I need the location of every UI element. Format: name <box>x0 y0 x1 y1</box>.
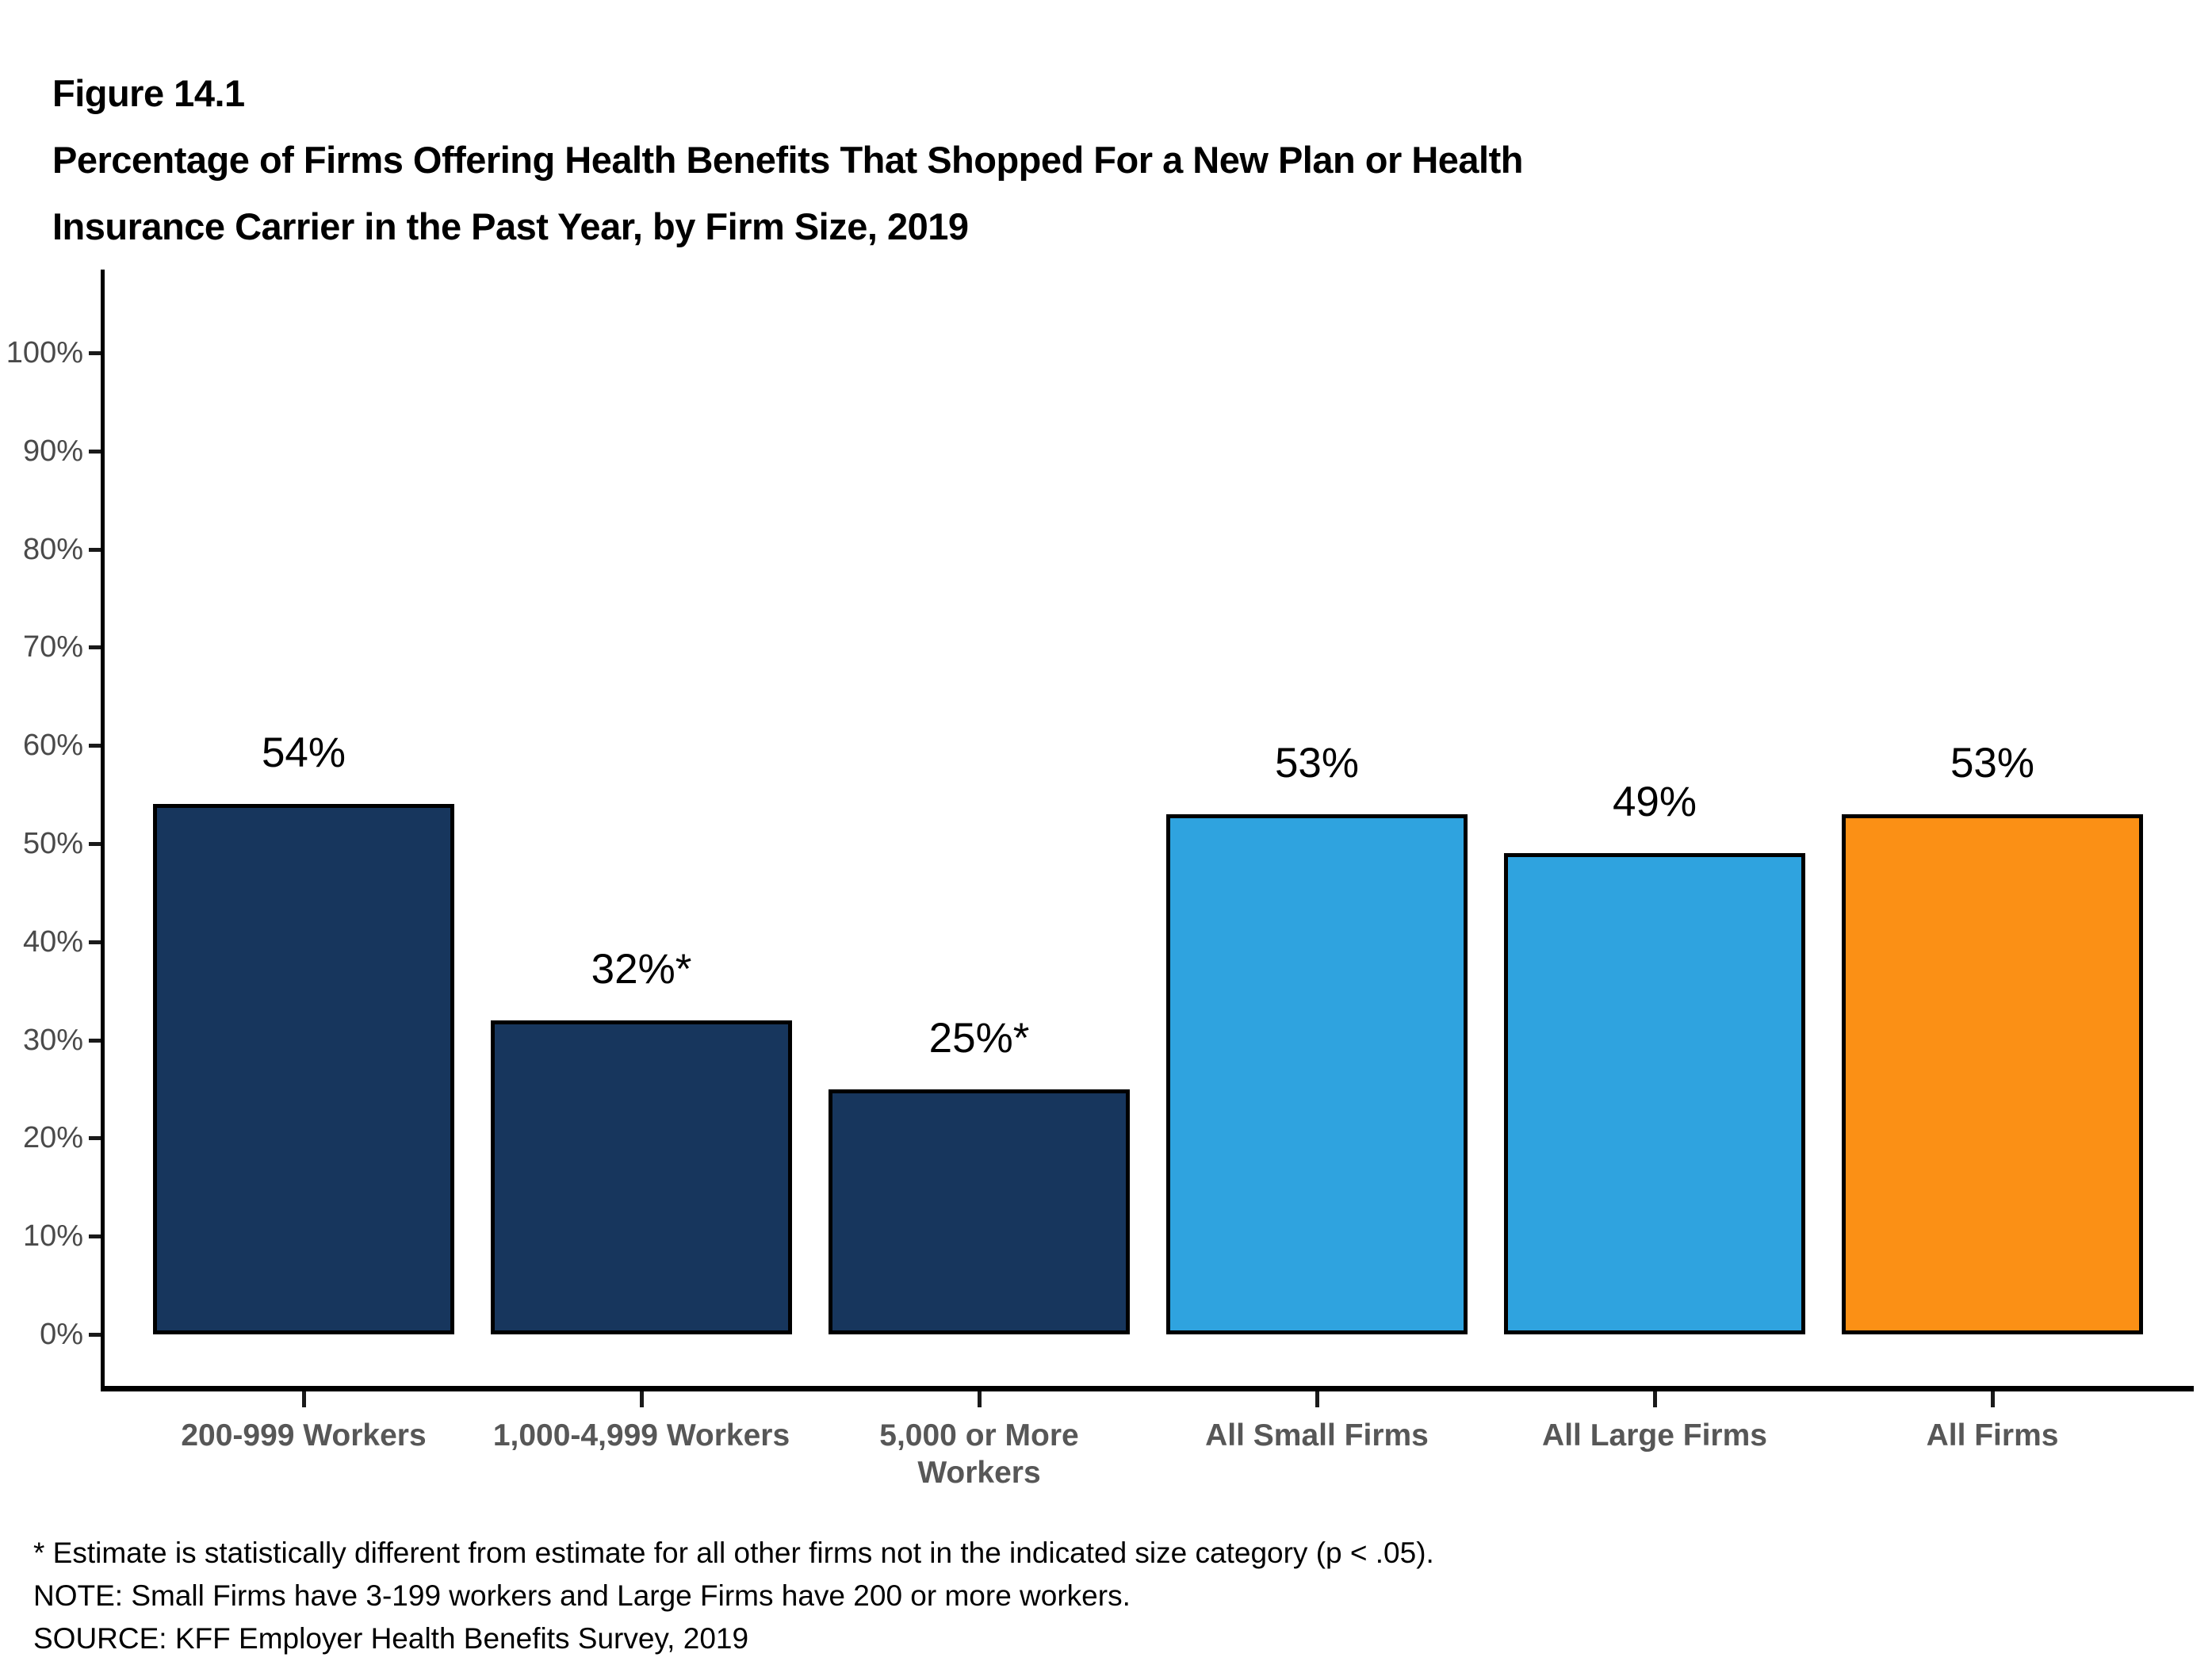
x-axis-tick-label: All Small Firms <box>1148 1417 1486 1454</box>
y-axis-tick <box>89 744 101 748</box>
x-axis-tick <box>640 1391 644 1407</box>
y-axis-tick <box>89 1038 101 1043</box>
bar-value-label: 32%* <box>591 945 692 993</box>
x-axis-label-line: 1,000-4,999 Workers <box>492 1418 790 1453</box>
y-axis-tick-label: 30% <box>22 1023 83 1057</box>
x-axis-tick <box>302 1391 306 1407</box>
footnote-source: SOURCE: KFF Employer Health Benefits Sur… <box>33 1622 749 1655</box>
y-axis-tick-label: 90% <box>22 434 83 468</box>
footnote-note: NOTE: Small Firms have 3-199 workers and… <box>33 1579 1131 1612</box>
bar <box>1166 813 1468 1334</box>
y-axis-tick <box>89 1333 101 1337</box>
y-axis-tick <box>89 842 101 846</box>
y-axis-tick <box>89 351 101 355</box>
x-axis-label-line: All Small Firms <box>1205 1418 1429 1453</box>
y-axis-tick <box>89 1234 101 1239</box>
x-axis-label-line: Workers <box>917 1456 1041 1490</box>
x-axis-tick-label: 200-999 Workers <box>135 1417 473 1454</box>
footnotes: * Estimate is statistically different fr… <box>33 1532 2095 1660</box>
y-axis-tick <box>89 940 101 944</box>
y-axis-tick-label: 100% <box>6 336 83 369</box>
y-axis-tick-label: 70% <box>22 630 83 664</box>
footnote-asterisk: * Estimate is statistically different fr… <box>33 1537 1434 1569</box>
x-axis-label-line: 200-999 Workers <box>181 1418 427 1453</box>
x-axis-tick <box>1315 1391 1319 1407</box>
x-axis-label-line: 5,000 or More <box>879 1418 1079 1453</box>
figure-label: Figure 14.1 <box>52 72 245 114</box>
x-axis-label-line: All Large Firms <box>1542 1418 1767 1453</box>
y-axis-tick <box>89 547 101 552</box>
y-axis-tick-label: 10% <box>22 1219 83 1254</box>
y-axis-tick-label: 20% <box>22 1121 83 1155</box>
bar <box>1842 813 2143 1334</box>
bar-value-label: 25%* <box>928 1014 1030 1062</box>
y-axis-tick-label: 80% <box>22 532 83 566</box>
y-axis-tick-label: 40% <box>22 924 83 959</box>
y-axis-tick <box>89 449 101 454</box>
y-axis-tick <box>89 1136 101 1141</box>
x-axis-line <box>101 1386 2194 1391</box>
chart-title-line-1: Percentage of Firms Offering Health Bene… <box>52 139 1523 181</box>
x-axis-tick <box>978 1391 982 1407</box>
y-axis-line <box>101 270 105 1391</box>
x-axis-tick-label: 1,000-4,999 Workers <box>473 1417 810 1454</box>
bar-value-label: 53% <box>1950 739 2035 787</box>
bar-value-label: 54% <box>261 729 346 777</box>
x-axis-tick <box>1653 1391 1657 1407</box>
bar-value-label: 53% <box>1274 739 1360 787</box>
y-axis-tick-label: 50% <box>22 827 83 860</box>
x-axis-tick <box>1991 1391 1995 1407</box>
bar-value-label: 49% <box>1612 779 1697 826</box>
title-block: Figure 14.1 Percentage of Firms Offering… <box>52 60 2114 260</box>
bar <box>1504 853 1805 1334</box>
x-axis-tick-label: 5,000 or More Workers <box>810 1417 1148 1491</box>
x-axis-label-line: All Firms <box>1926 1418 2059 1453</box>
y-axis-tick <box>89 645 101 650</box>
y-axis-tick-label: 60% <box>22 729 83 763</box>
x-axis-tick-label: All Large Firms <box>1486 1417 1824 1454</box>
bar <box>153 804 454 1334</box>
y-axis-tick-label: 0% <box>40 1318 83 1351</box>
x-axis-tick-label: All Firms <box>1824 1417 2161 1454</box>
chart-title-line-2: Insurance Carrier in the Past Year, by F… <box>52 205 969 247</box>
bar <box>829 1089 1130 1334</box>
bar <box>491 1020 792 1334</box>
